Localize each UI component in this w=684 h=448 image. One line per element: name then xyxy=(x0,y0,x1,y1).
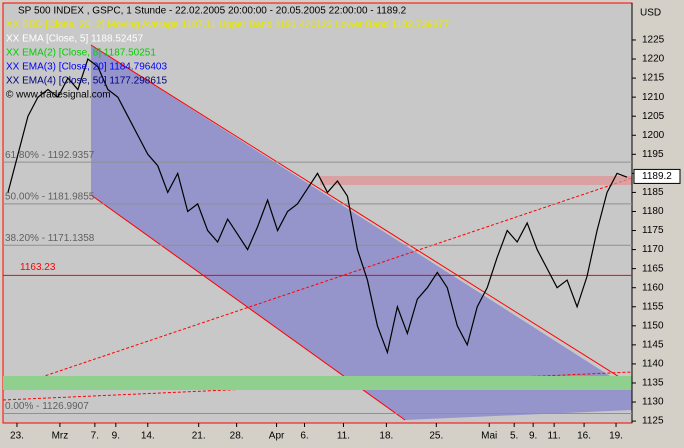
x-tick-label: 18. xyxy=(379,431,393,442)
x-tick-label: 16. xyxy=(577,431,591,442)
y-tick-label: 1125 xyxy=(642,416,664,427)
y-tick-label: 1145 xyxy=(642,340,664,351)
y-tick-label: 1130 xyxy=(642,397,664,408)
price-tag xyxy=(633,168,681,184)
x-tick-label: 6. xyxy=(300,431,308,442)
y-tick-label: 1220 xyxy=(642,54,665,65)
x-tick-label: 11. xyxy=(548,431,561,442)
x-tick-label: 19. xyxy=(609,431,623,442)
price-line xyxy=(7,58,628,355)
x-tick-label: 23. xyxy=(10,431,24,442)
x-tick-label: 21. xyxy=(192,431,206,442)
x-tick-label: 25. xyxy=(429,431,443,442)
fib-label: 38.20% - 1171.1358 xyxy=(5,233,95,244)
y-tick-label: 1135 xyxy=(642,378,664,389)
legend-entry: XX EMA(2) [Close, 8] 1187.50251 xyxy=(6,48,156,59)
y-tick-label: 1170 xyxy=(642,244,664,255)
x-tick-label: 28. xyxy=(230,431,244,442)
x-tick-label: 9. xyxy=(112,431,120,442)
legend-entry: XX BBD [Close, 20, 2] Moving Average 118… xyxy=(6,20,450,31)
fib-label: 50.00% - 1181.9855 xyxy=(5,192,95,203)
x-tick-label: Apr xyxy=(269,431,285,442)
y-tick-label: 1210 xyxy=(642,92,665,103)
channel-upper xyxy=(90,44,633,386)
legend-entry: XX EMA(3) [Close, 20] 1184.796403 xyxy=(6,62,167,73)
x-tick-label: 14. xyxy=(141,431,155,442)
y-tick-label: 1165 xyxy=(642,263,664,274)
zone xyxy=(3,376,632,390)
y-tick-label: 1200 xyxy=(642,130,665,141)
x-tick-label: 9. xyxy=(529,431,537,442)
x-tick-label: Mrz xyxy=(52,431,69,442)
x-tick-label: 5. xyxy=(510,431,518,442)
zone xyxy=(320,176,632,185)
x-tick-label: 7. xyxy=(91,431,99,442)
y-tick-label: 1140 xyxy=(642,359,664,370)
trend-line xyxy=(2,177,633,391)
y-tick-label: 1150 xyxy=(642,320,664,331)
fib-label: 61.80% - 1192.9357 xyxy=(5,150,95,161)
y-tick-label: 1175 xyxy=(642,225,664,236)
legend-entry: XX EMA(4) [Close, 50] 1177.298615 xyxy=(6,76,167,87)
y-tick-label: 1185 xyxy=(642,187,664,198)
y-tick-label: 1195 xyxy=(642,149,664,160)
support-label: 1163.23 xyxy=(20,262,56,273)
currency: USD xyxy=(640,8,661,19)
x-tick-label: Mai xyxy=(481,431,497,442)
y-tick-label: 1180 xyxy=(642,206,664,217)
copyright: © www.tradesignal.com xyxy=(6,90,111,101)
y-tick-label: 1225 xyxy=(642,35,665,46)
fib-label: 0.00% - 1126.9907 xyxy=(5,401,89,412)
y-tick-label: 1160 xyxy=(642,282,664,293)
price-tag-label: 1189.2 xyxy=(642,171,672,182)
y-tick-label: 1215 xyxy=(642,73,665,84)
title: SP 500 INDEX , GSPC, 1 Stunde - 22.02.20… xyxy=(18,6,407,17)
y-tick-label: 1205 xyxy=(642,111,665,122)
x-tick-label: 11. xyxy=(337,431,350,442)
y-tick-label: 1155 xyxy=(642,301,664,312)
trend-channel xyxy=(91,45,632,420)
legend-entry: XX EMA [Close, 5] 1188.52457 xyxy=(6,34,144,45)
